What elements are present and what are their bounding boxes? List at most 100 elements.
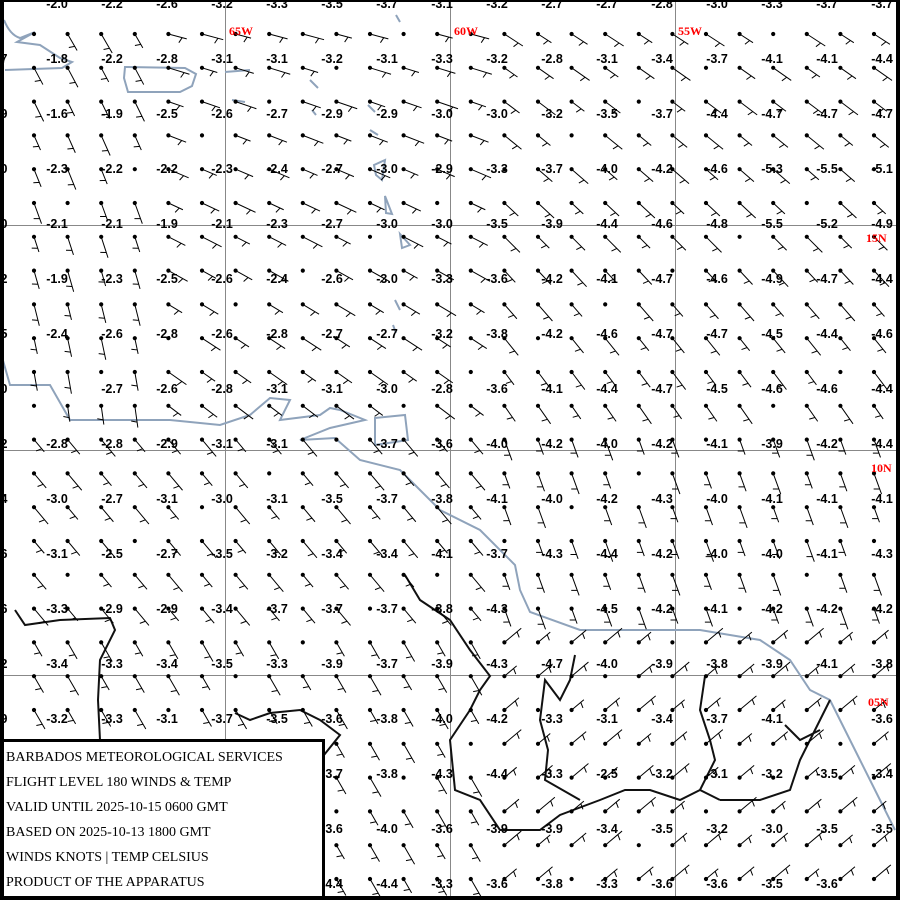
wind-barb xyxy=(604,337,620,356)
temperature-value: -2.3 xyxy=(211,162,233,176)
temperature-value: -4.0 xyxy=(376,822,398,836)
wind-station-dot xyxy=(737,234,742,239)
temperature-value: -4.6 xyxy=(596,327,618,341)
wind-barb xyxy=(571,661,589,677)
temperature-value: -3.1 xyxy=(211,437,233,451)
temperature-value: -2.8 xyxy=(651,0,673,11)
temperature-value: -4.6 xyxy=(651,217,673,231)
wind-barb xyxy=(470,675,483,696)
wind-barb xyxy=(739,337,751,351)
temperature-value: -4.1 xyxy=(596,272,618,286)
wind-barb xyxy=(806,697,822,711)
wind-barb xyxy=(369,473,385,491)
wind-barb xyxy=(537,202,555,219)
wind-barb xyxy=(470,642,481,660)
wind-barb xyxy=(33,574,47,590)
wind-station-dot xyxy=(31,403,37,408)
wind-barb xyxy=(704,473,712,489)
temperature-value: -3.3 xyxy=(486,162,508,176)
wind-barb xyxy=(100,236,109,258)
wind-barb xyxy=(840,270,854,285)
wind-barb xyxy=(100,642,113,662)
wind-barb xyxy=(805,507,814,526)
wind-barb xyxy=(873,800,887,812)
wind-barb xyxy=(436,371,454,385)
wind-barb xyxy=(268,540,282,556)
wind-barb xyxy=(201,642,214,662)
wind-barb xyxy=(672,661,690,677)
wind-barb xyxy=(873,371,888,390)
wind-barb xyxy=(839,507,849,529)
temperature-value: -3.7 xyxy=(376,657,398,671)
wind-barb xyxy=(98,270,107,287)
wind-barb xyxy=(604,608,613,627)
temperature-value: -4.4 xyxy=(871,272,893,286)
longitude-label-55w: 55W xyxy=(678,24,702,38)
temperature-value: -3.7 xyxy=(211,712,233,726)
temperature-value: -3.0 xyxy=(376,272,398,286)
wind-barb xyxy=(201,405,218,419)
wind-barb xyxy=(99,169,108,185)
wind-barb xyxy=(168,439,181,455)
wind-barb xyxy=(537,168,553,183)
wind-barb xyxy=(436,405,456,420)
wind-barb xyxy=(772,699,786,711)
wind-barb xyxy=(269,168,290,181)
temperature-value: -4.5 xyxy=(761,327,783,341)
temperature-value: -3.3 xyxy=(596,877,618,891)
wind-station-dot xyxy=(636,471,641,476)
coast-venezuela xyxy=(0,349,896,831)
wind-barb xyxy=(806,798,822,812)
wind-barb xyxy=(269,33,288,43)
temperature-value: -2.8 xyxy=(211,382,233,396)
wind-barb xyxy=(705,729,724,745)
wind-barb xyxy=(571,763,589,778)
wind-barb xyxy=(504,868,517,880)
temperature-value: -2.6 xyxy=(101,327,123,341)
wind-barb xyxy=(504,337,519,356)
wind-barb xyxy=(537,371,550,388)
wind-barb xyxy=(806,33,826,48)
wind-barb xyxy=(235,236,251,247)
wind-barb xyxy=(201,101,221,112)
temperature-value: -4.1 xyxy=(541,382,563,396)
temperature-value: -3.3 xyxy=(46,602,68,616)
temperature-value: -4.2 xyxy=(651,547,673,561)
wind-barb xyxy=(504,33,524,48)
temperature-value: -4.7 xyxy=(816,107,838,121)
temperature-value: -3.5 xyxy=(816,767,838,781)
wind-barb xyxy=(604,439,614,461)
wind-barb xyxy=(502,473,511,489)
wind-barb xyxy=(268,675,281,696)
temperature-value: -3.8 xyxy=(376,712,398,726)
temperature-value: -4.2 xyxy=(486,712,508,726)
wind-barb xyxy=(268,371,288,386)
temperature-value: -3.5 xyxy=(486,217,508,231)
wind-barb xyxy=(638,507,647,529)
wind-barb xyxy=(839,608,849,630)
wind-barb xyxy=(873,763,892,778)
wind-barb xyxy=(235,371,252,385)
wind-barb xyxy=(671,574,681,596)
wind-barb xyxy=(503,405,516,422)
temperature-value: -3.4 xyxy=(211,602,233,616)
wind-station-dot xyxy=(300,268,305,273)
wind-barb xyxy=(403,642,416,662)
wind-barb xyxy=(437,134,453,145)
wind-barb xyxy=(739,33,754,45)
temperature-value: -4.2 xyxy=(541,327,563,341)
wind-barb xyxy=(571,832,587,846)
wind-barb xyxy=(470,574,486,592)
temperature-value: -2.7 xyxy=(266,107,288,121)
temperature-value: -3.6 xyxy=(431,437,453,451)
wind-barb xyxy=(772,661,791,677)
wind-barb xyxy=(571,304,583,317)
wind-barb xyxy=(336,134,352,145)
temperature-value: -3.1 xyxy=(596,52,618,66)
wind-barb xyxy=(134,675,145,693)
wind-barb xyxy=(504,67,518,79)
wind-station-dot xyxy=(535,707,541,713)
wind-barb xyxy=(705,202,721,217)
wind-barb xyxy=(336,608,351,626)
wind-barb xyxy=(98,304,107,323)
